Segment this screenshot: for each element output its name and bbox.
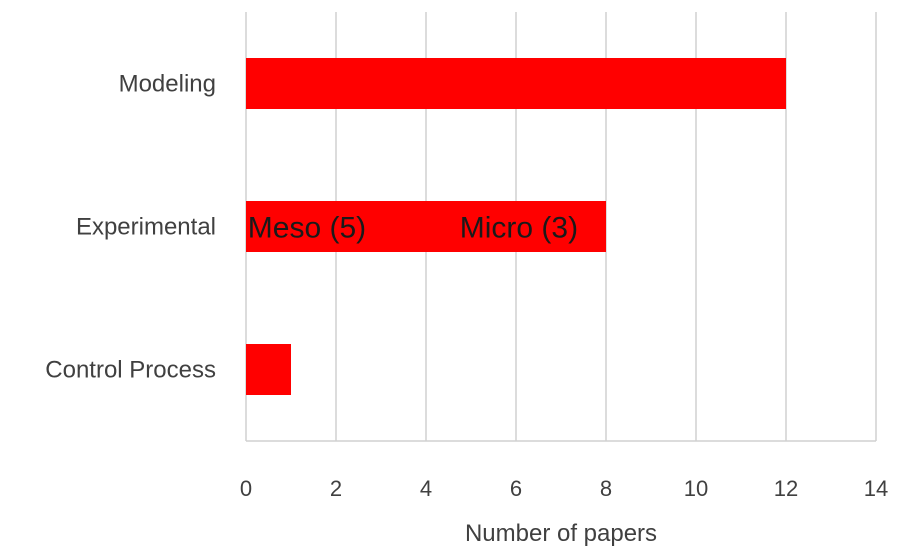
x-tick-label: 10 — [684, 476, 708, 501]
x-tick-label: 0 — [240, 476, 252, 501]
category-label: Modeling — [119, 71, 216, 98]
bars — [246, 58, 786, 395]
x-tick-label: 2 — [330, 476, 342, 501]
bar-modeling — [246, 58, 786, 109]
x-tick-label: 4 — [420, 476, 432, 501]
x-tick-label: 14 — [864, 476, 888, 501]
bar-annotation: Micro (3) — [460, 212, 578, 245]
x-axis-title: Number of papers — [465, 520, 657, 547]
x-tick-label: 8 — [600, 476, 612, 501]
category-labels: Modeling Experimental Control Process — [45, 71, 216, 384]
bar-experimental — [246, 201, 606, 252]
x-tick-label: 12 — [774, 476, 798, 501]
bar-control-process — [246, 344, 291, 395]
category-label: Experimental — [76, 214, 216, 241]
bar-annotations: Meso (5) Micro (3) — [248, 212, 578, 245]
x-tick-label: 6 — [510, 476, 522, 501]
bar-annotation: Meso (5) — [248, 212, 366, 245]
x-tick-labels: 0 2 4 6 8 10 12 14 — [240, 476, 888, 501]
category-label: Control Process — [45, 357, 216, 384]
